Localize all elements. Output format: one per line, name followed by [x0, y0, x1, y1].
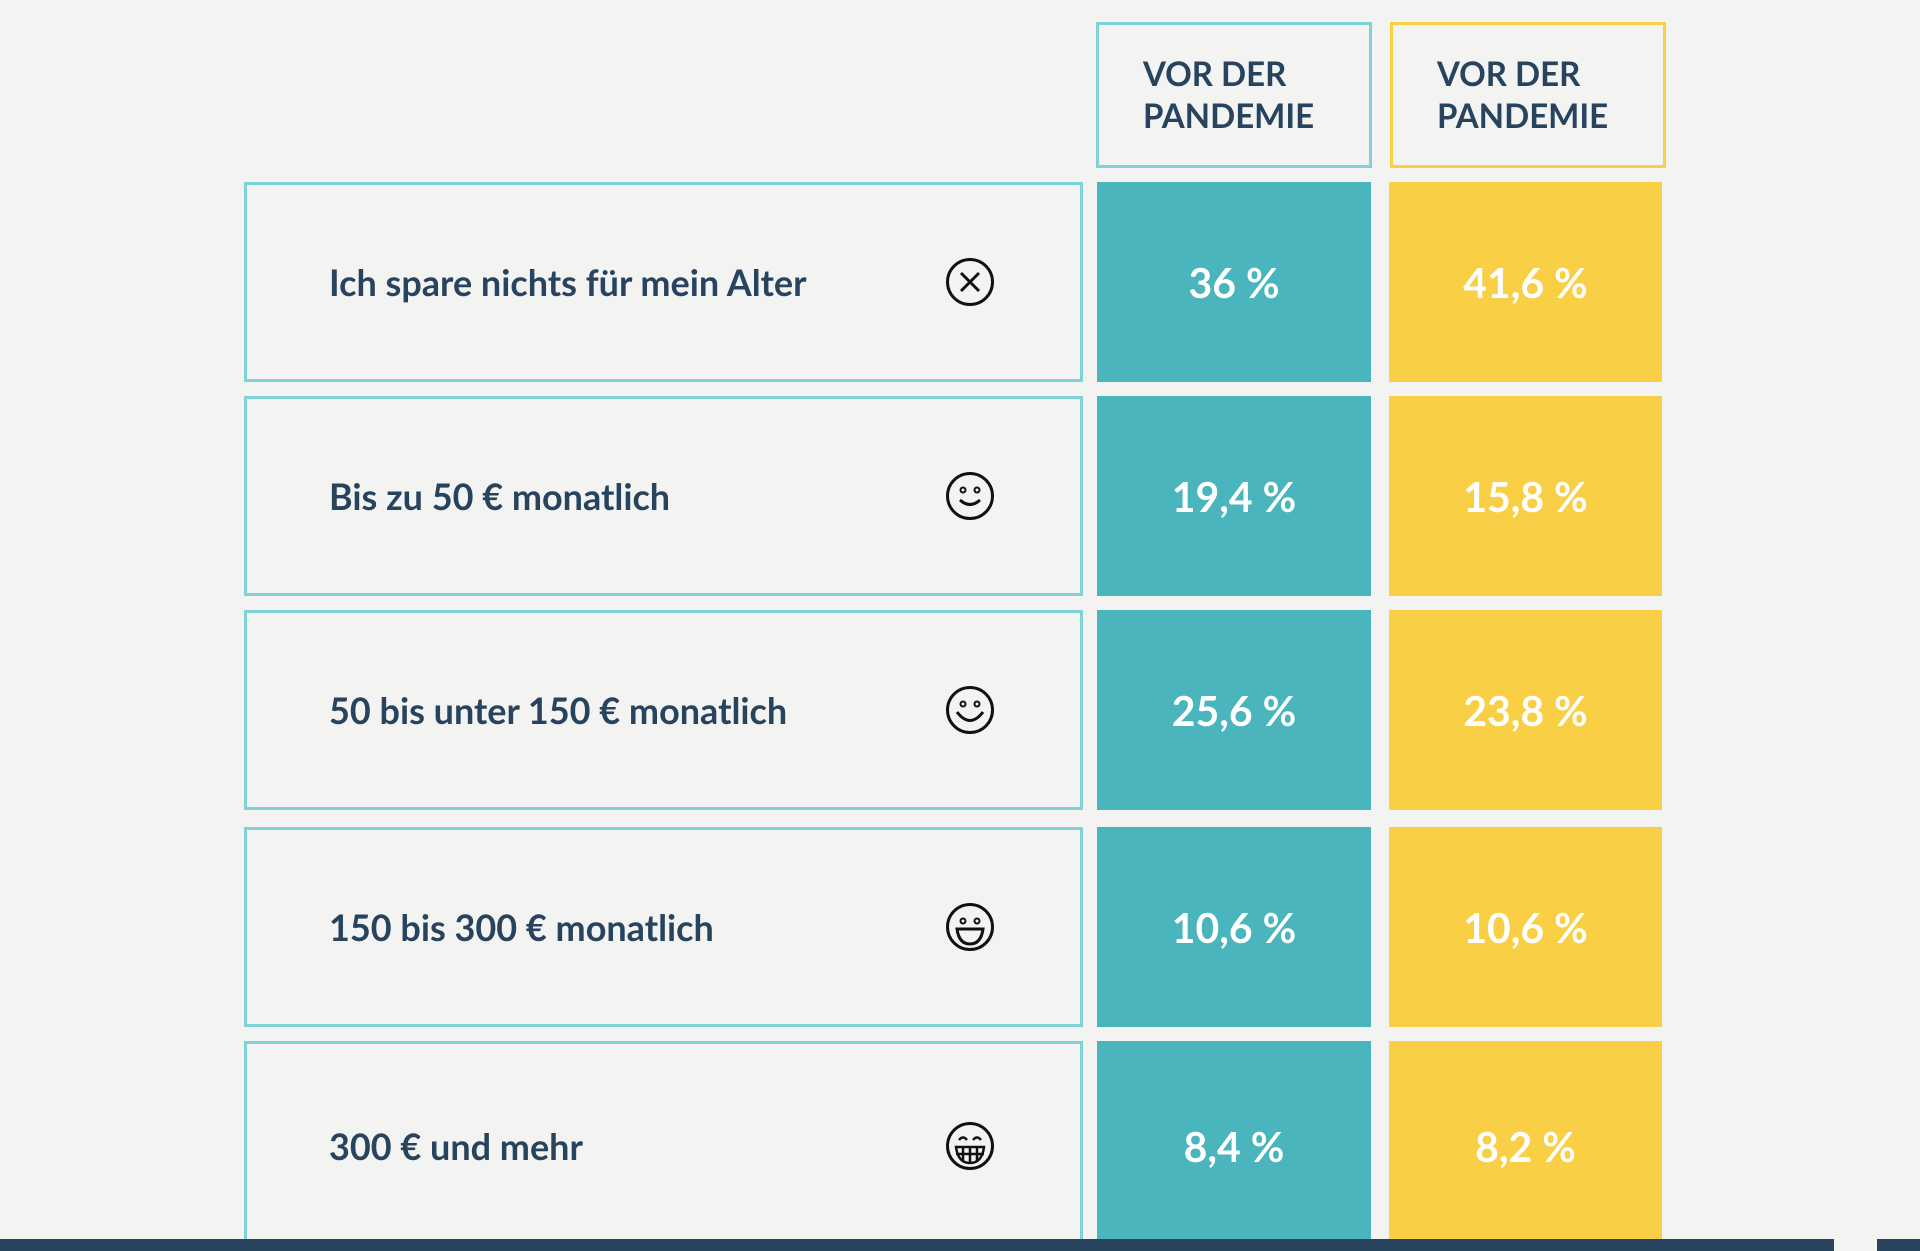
- row-label: Ich spare nichts für mein Alter: [244, 182, 1083, 382]
- value-cell-text: 8,4 %: [1183, 1121, 1285, 1171]
- row-label-text: Bis zu 50 € monatlich: [329, 474, 671, 518]
- row-label: 50 bis unter 150 € monatlich: [244, 610, 1083, 810]
- row-icon: [946, 1122, 994, 1170]
- header-text: VOR DER PANDEMIE: [1143, 54, 1315, 136]
- value-cell-text: 41,6 %: [1463, 257, 1588, 307]
- value-cell: 41,6 %: [1389, 182, 1662, 382]
- footer-bar: [0, 1239, 1834, 1251]
- value-cell-text: 8,2 %: [1475, 1121, 1576, 1171]
- value-cell: 10,6 %: [1097, 827, 1371, 1027]
- value-cell-text: 15,8 %: [1463, 471, 1588, 521]
- row-label-text: 150 bis 300 € monatlich: [329, 905, 714, 949]
- row-label-text: 300 € und mehr: [329, 1124, 583, 1168]
- row-label-text: 50 bis unter 150 € monatlich: [329, 688, 788, 732]
- row-label: 150 bis 300 € monatlich: [244, 827, 1083, 1027]
- value-cell-text: 10,6 %: [1463, 902, 1588, 952]
- row-icon: [946, 903, 994, 951]
- row-label: Bis zu 50 € monatlich: [244, 396, 1083, 596]
- footer-bar: [1877, 1239, 1920, 1251]
- value-cell: 23,8 %: [1389, 610, 1662, 810]
- value-cell: 15,8 %: [1389, 396, 1662, 596]
- value-cell-text: 19,4 %: [1171, 471, 1297, 521]
- row-icon: [946, 472, 994, 520]
- value-cell: 10,6 %: [1389, 827, 1662, 1027]
- value-cell-text: 36 %: [1188, 257, 1280, 307]
- value-cell: 25,6 %: [1097, 610, 1371, 810]
- row-icon: [946, 686, 994, 734]
- value-cell-text: 25,6 %: [1171, 685, 1297, 735]
- value-cell: 8,4 %: [1097, 1041, 1371, 1251]
- value-cell: 8,2 %: [1389, 1041, 1662, 1251]
- value-cell: 36 %: [1097, 182, 1371, 382]
- column-header: VOR DER PANDEMIE: [1096, 22, 1372, 168]
- row-icon: [946, 258, 994, 306]
- row-label-text: Ich spare nichts für mein Alter: [329, 260, 807, 304]
- value-cell: 19,4 %: [1097, 396, 1371, 596]
- value-cell-text: 23,8 %: [1463, 685, 1588, 735]
- column-header: VOR DER PANDEMIE: [1390, 22, 1666, 168]
- value-cell-text: 10,6 %: [1171, 902, 1297, 952]
- header-text: VOR DER PANDEMIE: [1437, 54, 1609, 136]
